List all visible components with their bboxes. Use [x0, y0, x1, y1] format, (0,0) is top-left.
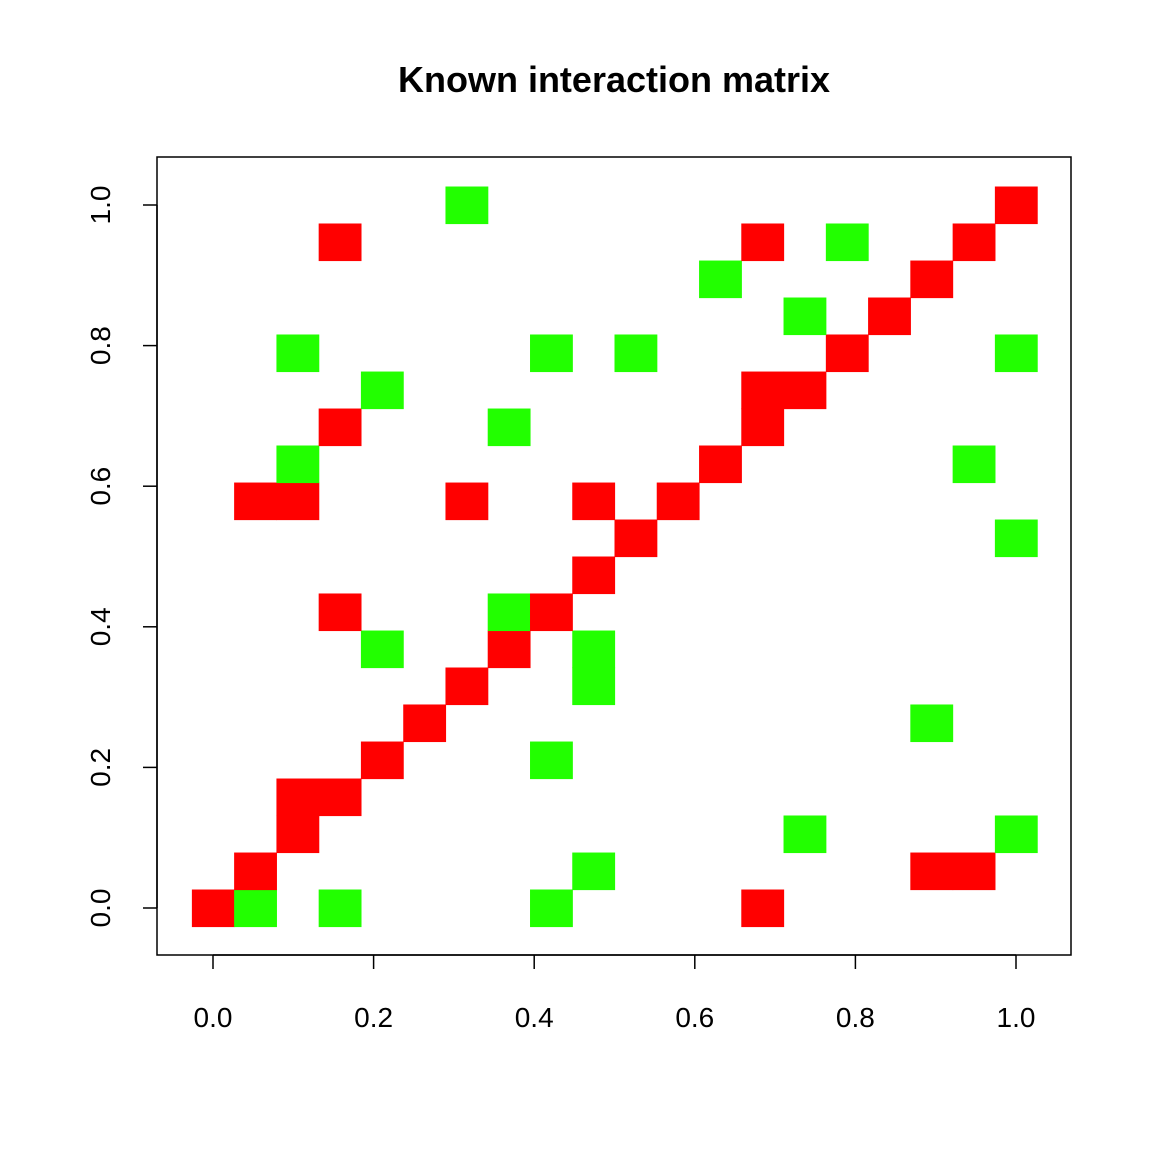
heatmap-cell-red [318, 593, 362, 632]
heatmap-cell-red [952, 852, 996, 891]
heatmap-cell-green [572, 630, 616, 669]
heatmap-cell-red [403, 704, 447, 743]
y-tick-label: 0.2 [85, 748, 116, 787]
x-tick-label: 0.8 [836, 1002, 875, 1033]
heatmap-cell-red [445, 667, 489, 706]
heatmap-cell-red [530, 593, 573, 632]
heatmap-cell-red [910, 260, 954, 299]
y-axis: 0.0 0.2 0.4 0.6 0.8 1.0 [85, 186, 158, 928]
heatmap-cell-red [699, 445, 742, 484]
heatmap-cell-red [741, 889, 785, 928]
heatmap-cell-green [530, 334, 573, 373]
heatmap-cell-red [572, 482, 616, 521]
heatmap-cell-red [487, 630, 531, 669]
heatmap-cell-green [783, 297, 827, 336]
heatmap-cell-red [318, 778, 362, 817]
heatmap-cell-red [656, 482, 700, 521]
heatmap-cell-green [276, 334, 320, 373]
heatmap-cell-green [952, 445, 996, 484]
heatmap-cell-red [952, 223, 996, 262]
y-tick-label: 0.0 [85, 889, 116, 928]
heatmap-cell-red [741, 371, 785, 410]
heatmap-cell-red [318, 223, 362, 262]
heatmap-cell-red [318, 408, 362, 447]
heatmap-cell-green [318, 889, 362, 928]
heatmap-cell-green [614, 334, 658, 373]
heatmap-cell-red [276, 778, 320, 817]
heatmap-cell-red [234, 852, 277, 891]
heatmap-cell-red [994, 186, 1038, 225]
heatmap-cell-red [445, 482, 489, 521]
heatmap-cell-green [572, 667, 616, 706]
heatmap-cell-green [994, 334, 1038, 373]
x-tick-label: 0.2 [354, 1002, 393, 1033]
heatmap-cell-red [868, 297, 911, 336]
heatmap-cell-green [487, 593, 531, 632]
y-tick-label: 1.0 [85, 186, 116, 225]
heatmap-cell-red [783, 371, 827, 410]
heatmap-cell-green [572, 852, 616, 891]
heatmap-cell-green [360, 630, 404, 669]
y-tick-label: 0.4 [85, 607, 116, 646]
x-tick-label: 1.0 [997, 1002, 1036, 1033]
heatmap-cells [191, 186, 1038, 928]
y-tick-label: 0.6 [85, 467, 116, 506]
heatmap-cell-red [572, 556, 616, 595]
heatmap-cell-green [699, 260, 742, 299]
y-tick-label: 0.8 [85, 326, 116, 365]
heatmap-cell-green [276, 445, 320, 484]
heatmap-cell-red [741, 223, 785, 262]
heatmap-cell-green [994, 519, 1038, 558]
heatmap-cell-green [783, 815, 827, 854]
heatmap-cell-red [910, 852, 954, 891]
x-tick-label: 0.6 [675, 1002, 714, 1033]
heatmap-cell-green [234, 889, 277, 928]
heatmap-cell-green [530, 889, 573, 928]
heatmap-cell-green [825, 223, 869, 262]
heatmap-cell-red [741, 408, 785, 447]
heatmap-cell-red [614, 519, 658, 558]
heatmap-cell-red [276, 482, 320, 521]
heatmap-cell-green [910, 704, 954, 743]
heatmap-cell-red [191, 889, 235, 928]
heatmap-cell-green [530, 741, 573, 780]
x-tick-label: 0.0 [194, 1002, 233, 1033]
heatmap-cell-red [234, 482, 277, 521]
chart-title: Known interaction matrix [398, 59, 830, 100]
heatmap-cell-red [825, 334, 869, 373]
heatmap-cell-green [994, 815, 1038, 854]
x-axis: 0.0 0.2 0.4 0.6 0.8 1.0 [194, 954, 1036, 1033]
heatmap-cell-green [360, 371, 404, 410]
heatmap-cell-green [445, 186, 489, 225]
heatmap-cell-red [276, 815, 320, 854]
heatmap-cell-green [487, 408, 531, 447]
heatmap-cell-red [360, 741, 404, 780]
x-tick-label: 0.4 [515, 1002, 554, 1033]
